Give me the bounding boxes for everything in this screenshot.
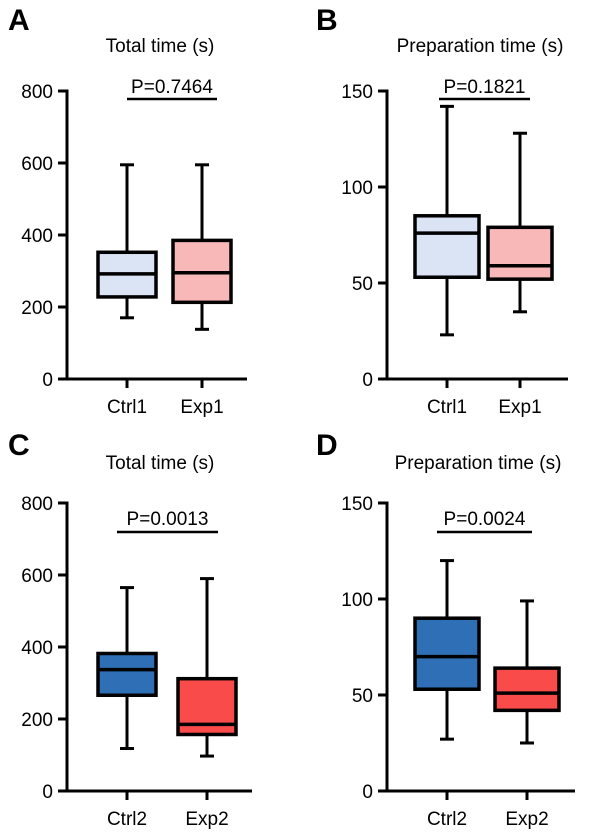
panel-label: B: [316, 4, 338, 37]
box-exp2: [493, 666, 561, 713]
y-tick-label: 800: [21, 82, 53, 103]
panel-label: A: [8, 4, 30, 37]
y-tick-label: 400: [21, 226, 53, 247]
y-tick-label: 600: [21, 566, 53, 587]
chart-title: Preparation time (s): [395, 453, 562, 474]
y-tick-label: 50: [352, 686, 373, 707]
y-tick-label: 100: [341, 590, 373, 611]
y-tick-label: 0: [362, 782, 373, 803]
category-label: Exp2: [505, 809, 548, 830]
category-label: Ctrl1: [427, 397, 467, 418]
y-tick-label: 150: [341, 494, 373, 515]
y-tick-label: 200: [21, 298, 53, 319]
box-ctrl1: [413, 214, 481, 279]
y-tick-label: 400: [21, 638, 53, 659]
p-value-label: P=0.0013: [127, 509, 209, 530]
y-tick-label: 200: [21, 710, 53, 731]
chart-title: Total time (s): [106, 453, 215, 474]
p-value-label: P=0.0024: [444, 509, 526, 530]
y-tick-label: 100: [341, 178, 373, 199]
p-value-label: P=0.7464: [131, 77, 213, 98]
category-label: Ctrl2: [107, 809, 147, 830]
chart-title: Total time (s): [106, 36, 215, 57]
y-tick-label: 0: [42, 370, 53, 391]
chart-title: Preparation time (s): [397, 36, 564, 57]
y-tick-label: 600: [21, 154, 53, 175]
category-label: Exp2: [185, 809, 228, 830]
y-tick-label: 150: [341, 82, 373, 103]
category-label: Exp1: [180, 397, 223, 418]
y-tick-label: 800: [21, 494, 53, 515]
y-tick-label: 0: [362, 370, 373, 391]
category-label: Exp1: [498, 397, 541, 418]
box-exp1: [486, 225, 554, 281]
p-value-label: P=0.1821: [444, 77, 526, 98]
category-label: Ctrl2: [427, 809, 467, 830]
y-tick-label: 50: [352, 274, 373, 295]
box-ctrl2: [413, 616, 481, 691]
y-tick-label: 0: [42, 782, 53, 803]
panel-label: D: [316, 429, 338, 462]
panel-label: C: [8, 429, 30, 462]
category-label: Ctrl1: [107, 397, 147, 418]
box-ctrl2: [96, 651, 158, 697]
